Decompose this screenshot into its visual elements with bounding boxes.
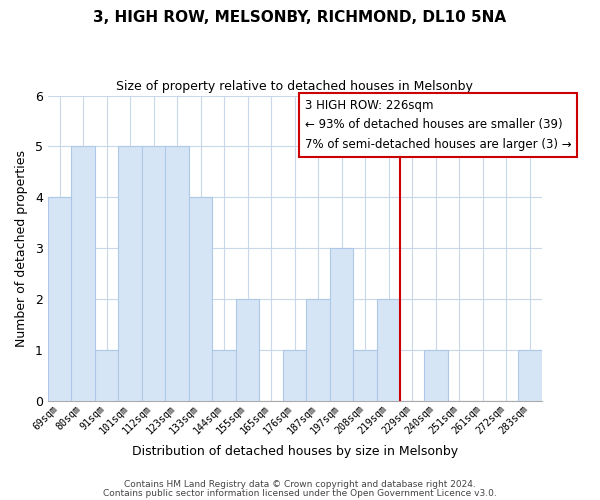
Bar [518,350,542,401]
Bar [377,299,400,401]
Bar [330,248,353,401]
Bar [48,198,71,401]
Title: Size of property relative to detached houses in Melsonby: Size of property relative to detached ho… [116,80,473,93]
Y-axis label: Number of detached properties: Number of detached properties [15,150,28,346]
Bar [142,146,166,401]
Bar [283,350,307,401]
Text: 3, HIGH ROW, MELSONBY, RICHMOND, DL10 5NA: 3, HIGH ROW, MELSONBY, RICHMOND, DL10 5N… [94,10,506,25]
Bar [189,198,212,401]
Bar [95,350,118,401]
Bar [307,299,330,401]
Bar [424,350,448,401]
X-axis label: Distribution of detached houses by size in Melsonby: Distribution of detached houses by size … [131,444,458,458]
Bar [166,146,189,401]
Text: Contains HM Land Registry data © Crown copyright and database right 2024.: Contains HM Land Registry data © Crown c… [124,480,476,489]
Bar [212,350,236,401]
Text: 3 HIGH ROW: 226sqm
← 93% of detached houses are smaller (39)
7% of semi-detached: 3 HIGH ROW: 226sqm ← 93% of detached hou… [305,98,571,150]
Bar [353,350,377,401]
Bar [118,146,142,401]
Bar [236,299,259,401]
Text: Contains public sector information licensed under the Open Government Licence v3: Contains public sector information licen… [103,488,497,498]
Bar [71,146,95,401]
